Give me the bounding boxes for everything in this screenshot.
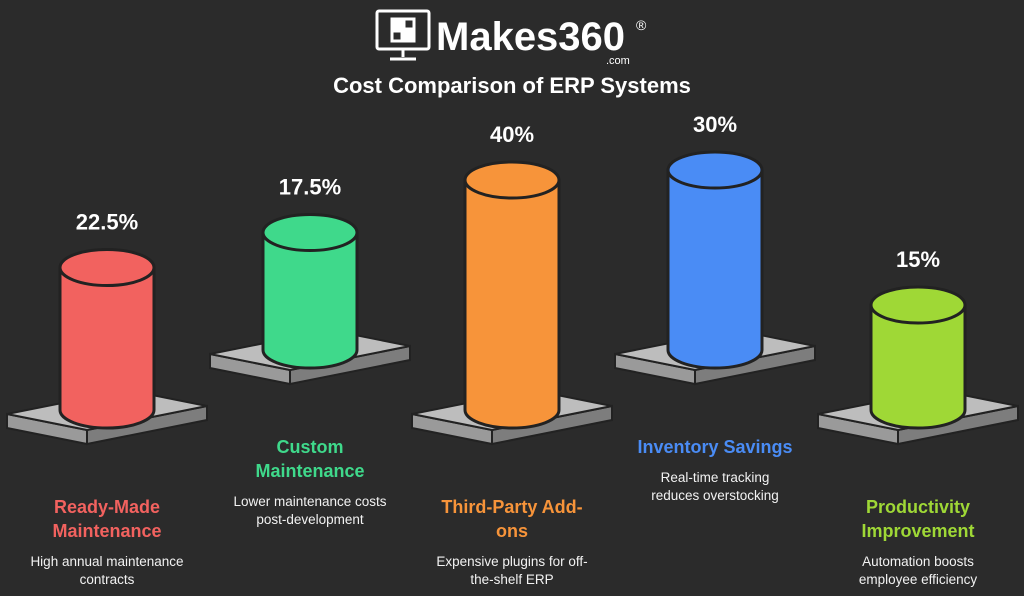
- cylinder: [58, 248, 156, 430]
- category-label: Ready-Made Maintenance: [52, 497, 162, 541]
- category-label: Productivity Improvement: [861, 497, 975, 541]
- description: Expensive plugins for off-the-shelf ERP: [436, 554, 588, 587]
- pedestal: [209, 328, 411, 386]
- logo-domain: .com: [606, 55, 630, 67]
- description: High annual maintenance contracts: [30, 554, 184, 587]
- cylinder: [261, 213, 359, 370]
- cylinder-top: [869, 285, 967, 325]
- cylinder-body: [60, 267, 154, 410]
- description: Real-time tracking reduces overstocking: [651, 470, 779, 503]
- label-group: Productivity Improvement Automation boost…: [818, 495, 1018, 589]
- description: Lower maintenance costs post-development: [233, 494, 387, 527]
- description: Automation boosts employee efficiency: [858, 554, 978, 587]
- cylinder-body: [465, 180, 559, 410]
- value-label: 17.5%: [279, 175, 341, 200]
- category-label: Third-Party Add-ons: [441, 497, 583, 541]
- cylinder-body: [263, 232, 357, 350]
- category-label: Inventory Savings: [637, 437, 793, 457]
- cylinder-body: [668, 170, 762, 350]
- cylinder-top: [58, 248, 156, 287]
- label-group: Ready-Made Maintenance High annual mainte…: [7, 495, 207, 589]
- cylinder: [869, 285, 967, 430]
- label-group: Custom Maintenance Lower maintenance cost…: [210, 435, 410, 529]
- value-label: 40%: [490, 122, 534, 147]
- cylinder: [666, 150, 764, 370]
- chart-title: Cost Comparison of ERP Systems: [333, 73, 691, 98]
- cylinder-top: [463, 160, 561, 200]
- value-label: 15%: [896, 247, 940, 272]
- cylinder: [463, 160, 561, 430]
- cylinder-top: [666, 150, 764, 190]
- label-group: Inventory Savings Real-time tracking redu…: [615, 435, 815, 505]
- cylinder-top: [261, 213, 359, 252]
- logo-registered: ®: [636, 17, 647, 33]
- value-label: 22.5%: [76, 210, 138, 235]
- logo-icon: [375, 9, 431, 61]
- category-label: Custom Maintenance: [255, 437, 365, 481]
- value-label: 30%: [693, 112, 737, 137]
- label-group: Third-Party Add-ons Expensive plugins for…: [412, 495, 612, 589]
- logo-name: Makes360: [436, 15, 625, 59]
